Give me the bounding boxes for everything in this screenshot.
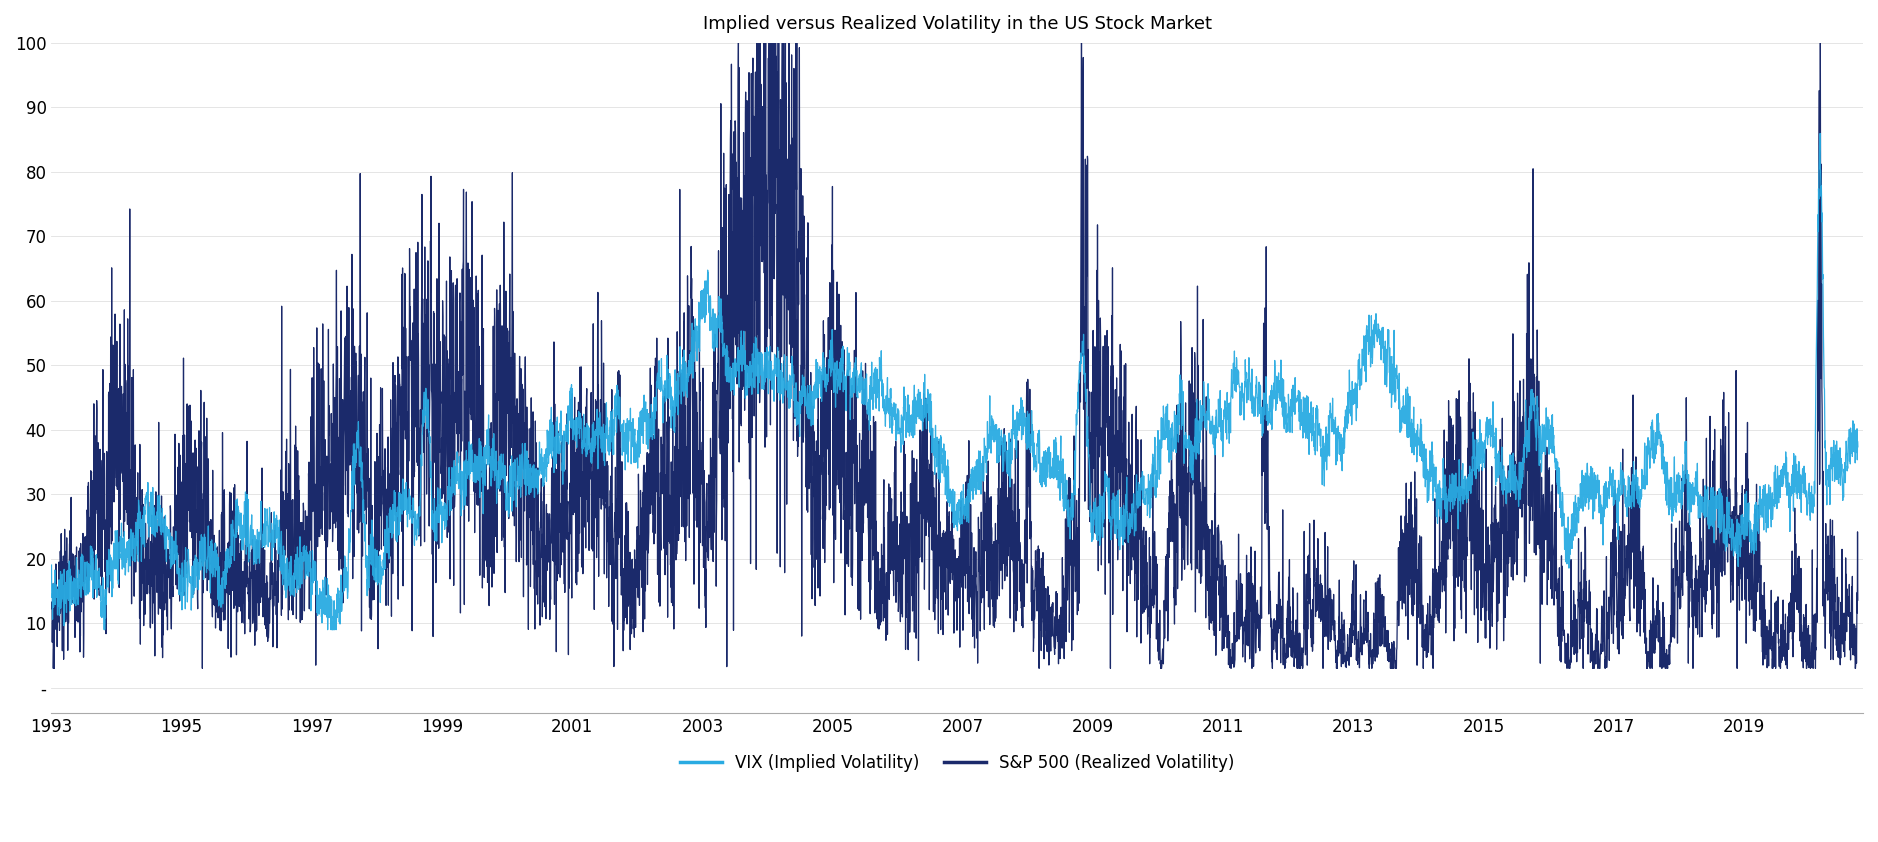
Legend: VIX (Implied Volatility), S&P 500 (Realized Volatility): VIX (Implied Volatility), S&P 500 (Reali… [672, 748, 1241, 779]
Title: Implied versus Realized Volatility in the US Stock Market: Implied versus Realized Volatility in th… [702, 15, 1211, 33]
